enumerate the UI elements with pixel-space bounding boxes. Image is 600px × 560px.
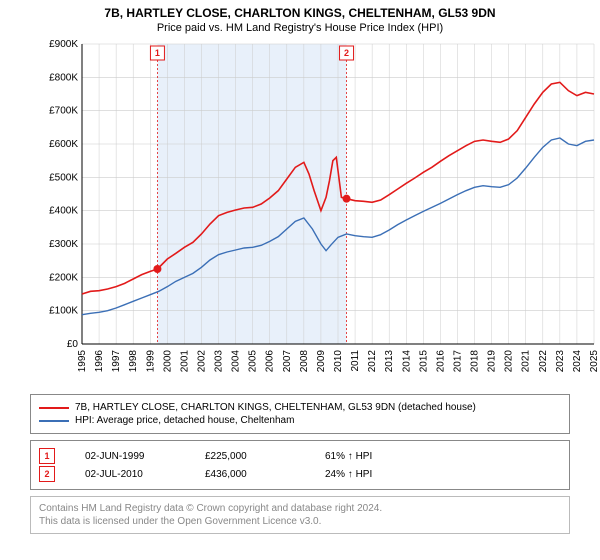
svg-text:2020: 2020 — [504, 350, 515, 373]
sale-marker-1: 1 — [39, 448, 55, 464]
svg-text:2002: 2002 — [196, 350, 207, 373]
svg-text:2009: 2009 — [316, 350, 327, 373]
sale-row-1: 1 02-JUN-1999 £225,000 61% ↑ HPI — [39, 448, 561, 464]
svg-text:£200K: £200K — [49, 272, 78, 283]
svg-text:2010: 2010 — [333, 350, 344, 373]
svg-text:2013: 2013 — [384, 350, 395, 373]
svg-text:£400K: £400K — [49, 206, 78, 217]
svg-text:1995: 1995 — [77, 350, 88, 373]
chart-title: 7B, HARTLEY CLOSE, CHARLTON KINGS, CHELT… — [0, 0, 600, 20]
svg-text:2015: 2015 — [418, 350, 429, 373]
sale-price-1: £225,000 — [205, 451, 295, 462]
svg-text:1: 1 — [155, 48, 160, 58]
svg-text:1998: 1998 — [128, 350, 139, 373]
svg-text:2021: 2021 — [521, 350, 532, 373]
sale-price-2: £436,000 — [205, 469, 295, 480]
svg-text:2005: 2005 — [248, 350, 259, 373]
svg-text:1999: 1999 — [145, 350, 156, 373]
svg-text:£700K: £700K — [49, 106, 78, 117]
svg-text:£800K: £800K — [49, 72, 78, 83]
svg-text:£600K: £600K — [49, 139, 78, 150]
svg-text:2003: 2003 — [214, 350, 225, 373]
legend-item-property: 7B, HARTLEY CLOSE, CHARLTON KINGS, CHELT… — [39, 402, 561, 413]
svg-text:2014: 2014 — [401, 350, 412, 373]
svg-text:1996: 1996 — [94, 350, 105, 373]
legend-label-hpi: HPI: Average price, detached house, Chel… — [75, 415, 294, 426]
svg-text:2022: 2022 — [538, 350, 549, 373]
svg-text:2018: 2018 — [470, 350, 481, 373]
legend-box: 7B, HARTLEY CLOSE, CHARLTON KINGS, CHELT… — [30, 394, 570, 434]
svg-text:£900K: £900K — [49, 39, 78, 50]
svg-text:2024: 2024 — [572, 350, 583, 373]
svg-text:2000: 2000 — [162, 350, 173, 373]
sale-date-1: 02-JUN-1999 — [85, 451, 175, 462]
svg-text:1997: 1997 — [111, 350, 122, 373]
svg-text:2019: 2019 — [487, 350, 498, 373]
sale-delta-1: 61% ↑ HPI — [325, 451, 415, 462]
legend-swatch-property — [39, 407, 69, 409]
svg-text:£0: £0 — [67, 339, 79, 350]
svg-text:£300K: £300K — [49, 239, 78, 250]
sale-row-2: 2 02-JUL-2010 £436,000 24% ↑ HPI — [39, 466, 561, 482]
svg-text:2023: 2023 — [555, 350, 566, 373]
svg-text:2017: 2017 — [452, 350, 463, 373]
chart-subtitle: Price paid vs. HM Land Registry's House … — [0, 20, 600, 38]
chart-area: £0 £100K £200K £300K £400K £500K £600K £700K £80… — [40, 38, 600, 388]
footer-line1: Contains HM Land Registry data © Crown c… — [39, 502, 561, 515]
legend-item-hpi: HPI: Average price, detached house, Chel… — [39, 415, 561, 426]
svg-text:2016: 2016 — [435, 350, 446, 373]
svg-text:2004: 2004 — [231, 350, 242, 373]
svg-text:2: 2 — [344, 48, 349, 58]
legend-label-property: 7B, HARTLEY CLOSE, CHARLTON KINGS, CHELT… — [75, 402, 476, 413]
svg-text:2011: 2011 — [350, 350, 361, 372]
svg-text:2008: 2008 — [299, 350, 310, 373]
legend-swatch-hpi — [39, 420, 69, 422]
svg-text:2012: 2012 — [367, 350, 378, 373]
svg-text:2025: 2025 — [589, 350, 600, 373]
sale-marker-2: 2 — [39, 466, 55, 482]
line-chart-svg: £0 £100K £200K £300K £400K £500K £600K £700K £80… — [40, 38, 600, 388]
sales-box: 1 02-JUN-1999 £225,000 61% ↑ HPI 2 02-JU… — [30, 440, 570, 490]
svg-text:£100K: £100K — [49, 306, 78, 317]
sale-date-2: 02-JUL-2010 — [85, 469, 175, 480]
sale-delta-2: 24% ↑ HPI — [325, 469, 415, 480]
svg-text:2006: 2006 — [265, 350, 276, 373]
svg-text:£500K: £500K — [49, 172, 78, 183]
svg-text:2001: 2001 — [179, 350, 190, 373]
footer-box: Contains HM Land Registry data © Crown c… — [30, 496, 570, 534]
svg-text:2007: 2007 — [282, 350, 293, 373]
footer-line2: This data is licensed under the Open Gov… — [39, 515, 561, 528]
